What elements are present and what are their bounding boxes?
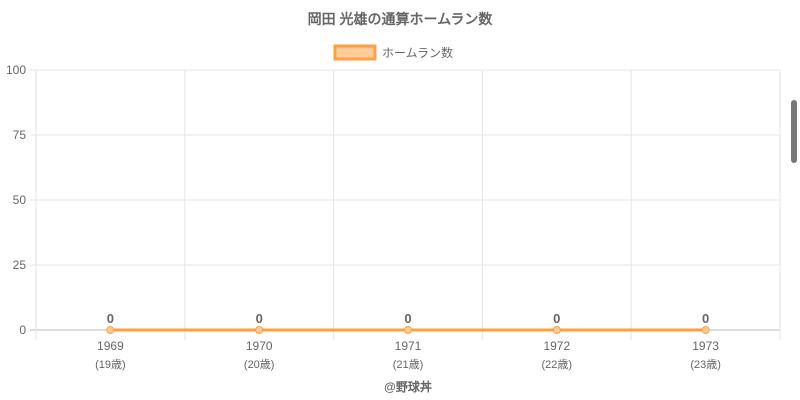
x-tick-sublabel: (19歳) [95,358,126,371]
data-point[interactable] [255,326,264,334]
x-tick-label: 1970 [246,339,273,353]
legend-swatch[interactable] [333,44,377,61]
data-point[interactable] [701,326,710,334]
x-tick-sublabel: (20歳) [244,358,275,371]
credit: @野球丼 [384,379,432,394]
y-tick-label: 100 [6,63,26,77]
x-tick-label: 1972 [543,339,570,353]
x-tick-label: 1969 [97,339,124,353]
x-tick-sublabel: (21歳) [393,358,424,371]
data-label: 0 [702,311,709,326]
y-tick-label: 25 [13,258,27,272]
x-tick-label: 1971 [395,339,422,353]
data-label: 0 [256,311,263,326]
x-tick-label: 1973 [692,339,719,353]
y-tick-label: 50 [13,193,27,207]
data-point[interactable] [404,326,412,334]
legend-label[interactable]: ホームラン数 [382,45,453,60]
x-tick-sublabel: (23歳) [690,358,721,371]
data-label: 0 [404,311,411,326]
data-point[interactable] [552,326,561,334]
data-point[interactable] [106,326,115,334]
chart-title: 岡田 光雄の通算ホームラン数 [308,11,494,27]
scrollbar[interactable] [791,100,797,163]
data-label: 0 [553,311,560,326]
y-tick-label: 0 [19,323,26,337]
y-tick-label: 75 [13,128,27,142]
data-label: 0 [107,311,114,326]
x-tick-sublabel: (22歳) [542,358,573,371]
